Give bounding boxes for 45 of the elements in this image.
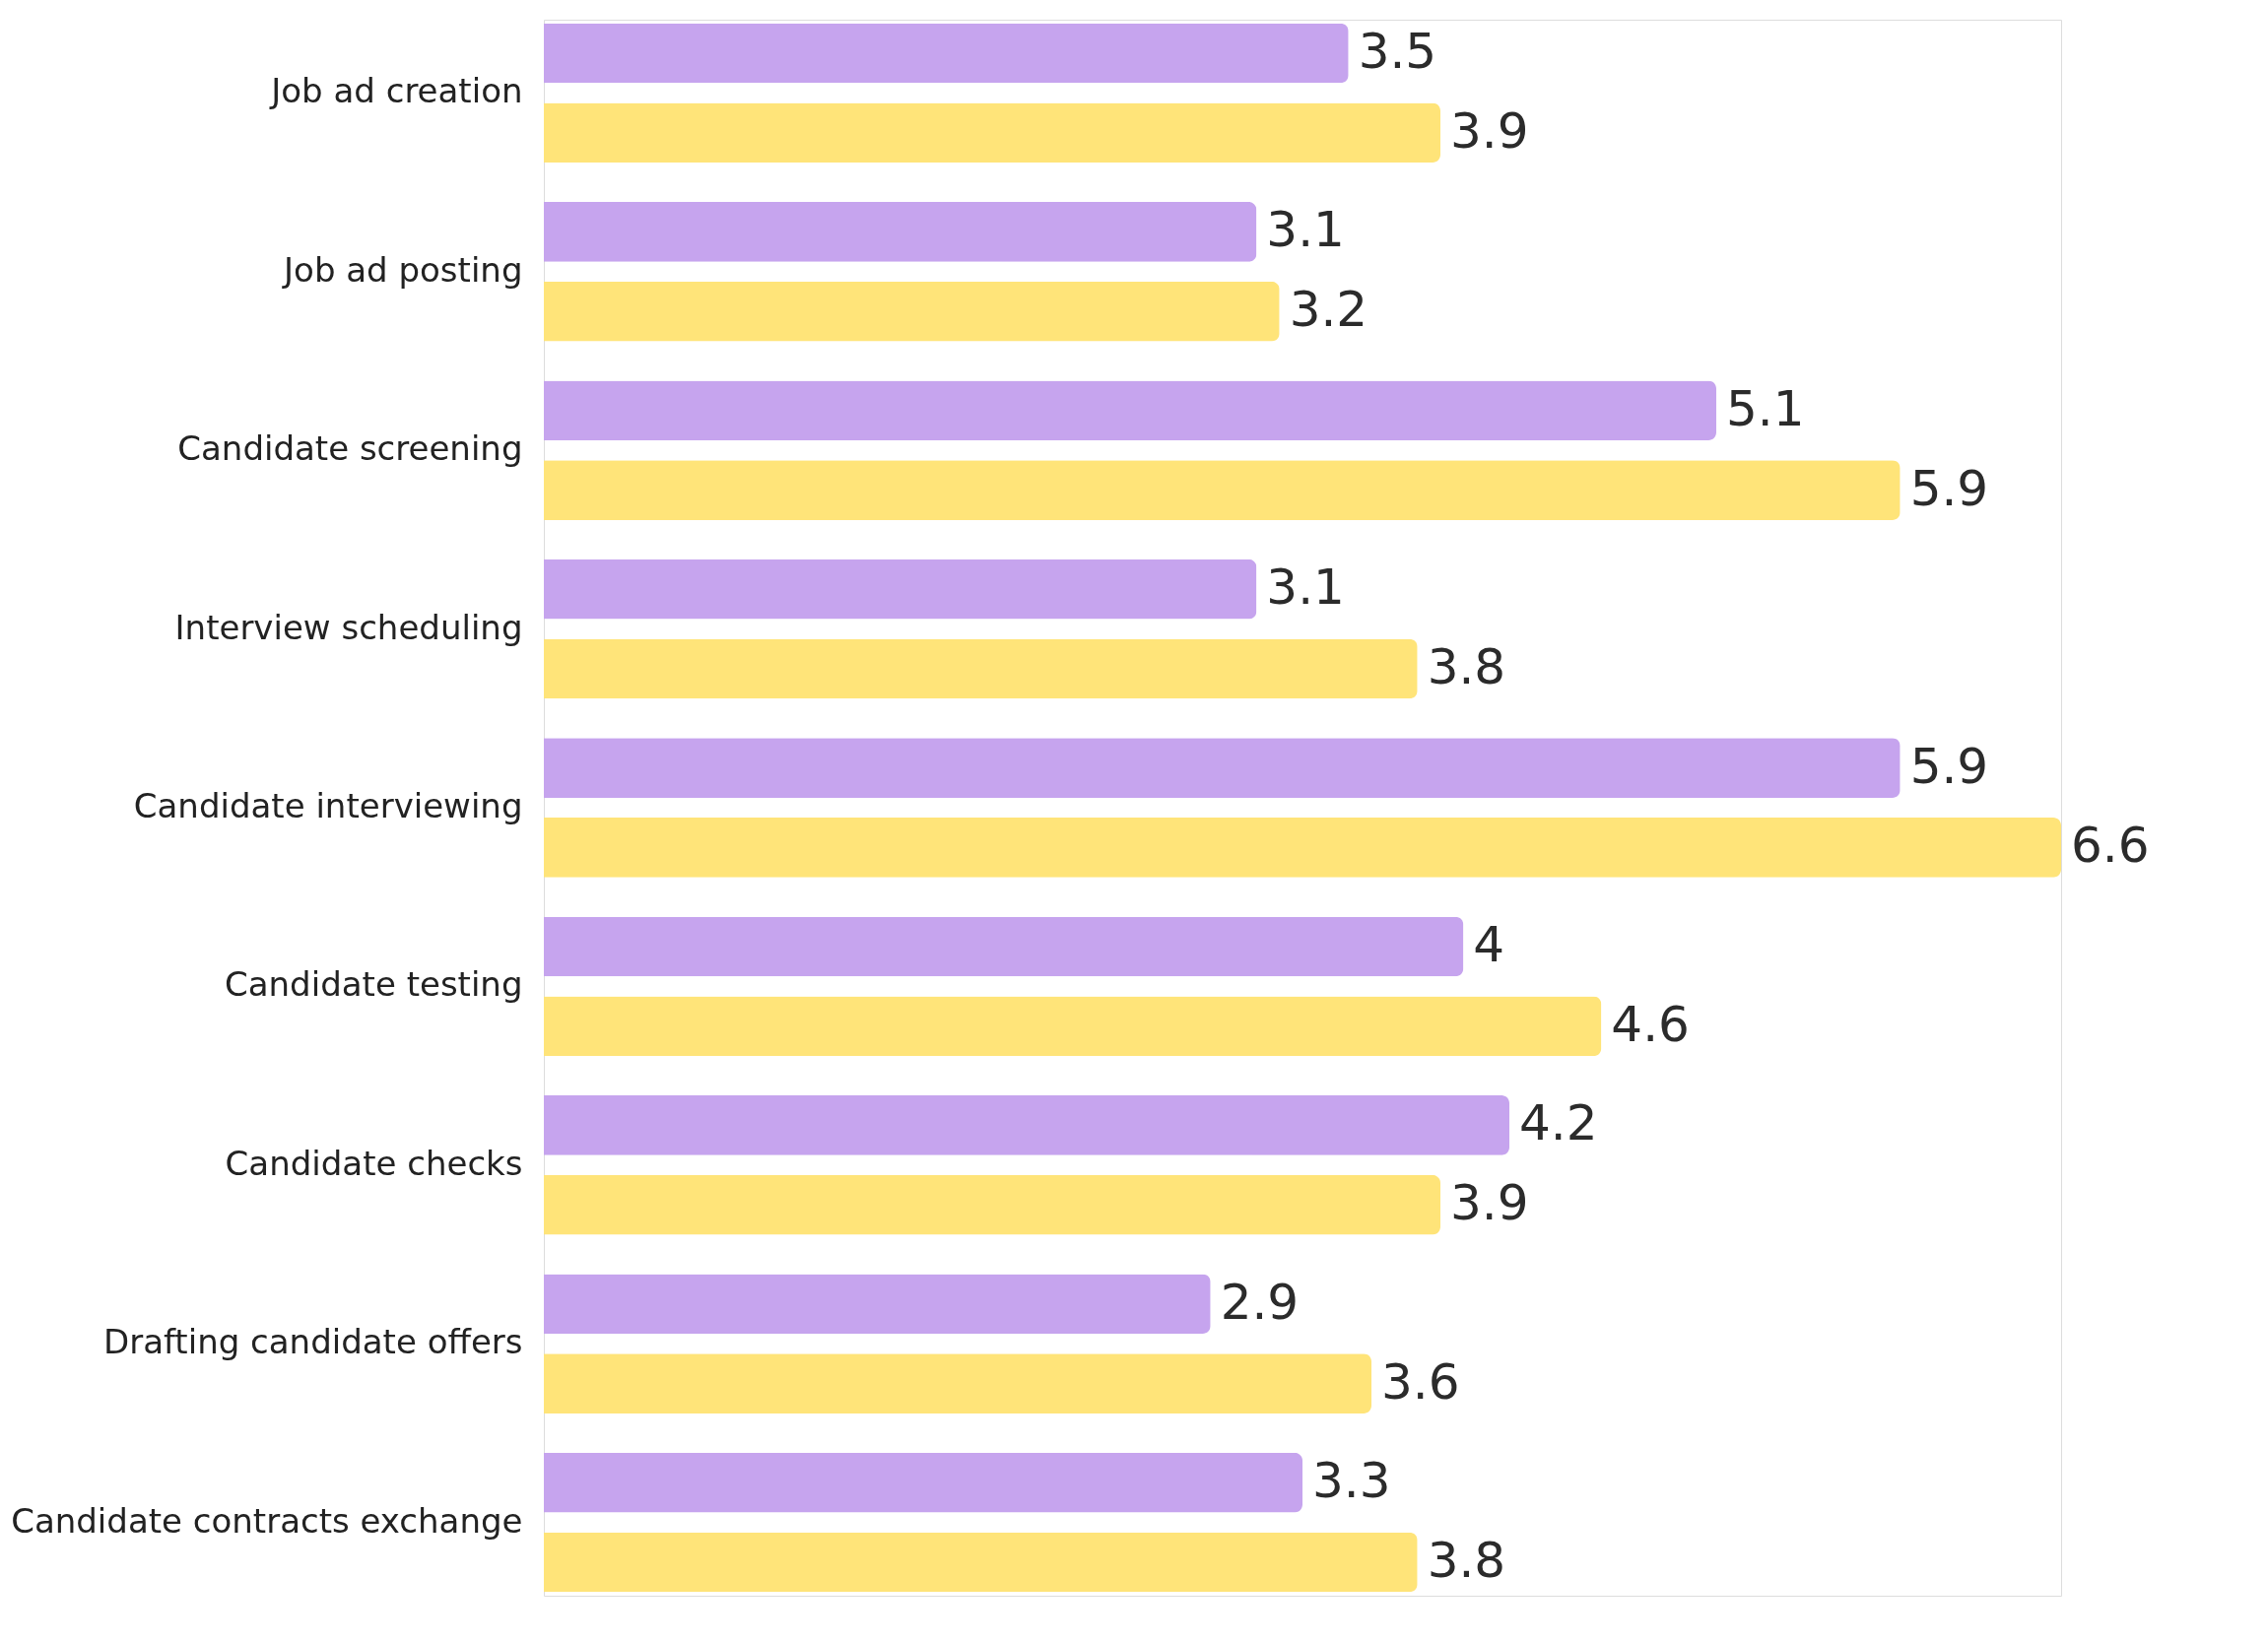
bar [544, 916, 1464, 977]
bar [544, 638, 1418, 699]
data-label: 3.5 [1358, 22, 1437, 80]
bar [544, 1174, 1440, 1235]
y-tick-label: Candidate testing [225, 964, 523, 1005]
data-label: 3.6 [1381, 1352, 1460, 1411]
y-tick-label: Candidate screening [177, 428, 523, 469]
bar [544, 102, 1440, 164]
bar [544, 1353, 1371, 1413]
y-tick-label: Candidate checks [225, 1143, 523, 1183]
y-tick-label: Candidate interviewing [133, 786, 523, 825]
data-label: 3.8 [1427, 1532, 1506, 1590]
data-label: 3.9 [1450, 101, 1529, 160]
data-label: 3.9 [1450, 1174, 1529, 1232]
y-tick-label: Candidate contracts exchange [11, 1500, 523, 1541]
y-tick-label: Drafting candidate offers [103, 1322, 523, 1362]
data-label: 3.1 [1266, 201, 1345, 259]
data-label: 4.2 [1519, 1094, 1598, 1152]
bar [544, 460, 1901, 520]
data-label: 5.9 [1909, 737, 1989, 795]
data-label: 4 [1473, 915, 1505, 973]
bar [544, 1532, 1418, 1593]
data-label: 3.3 [1312, 1452, 1391, 1510]
y-tick-label: Job ad posting [282, 249, 523, 290]
data-label: 4.6 [1611, 995, 1690, 1053]
bar [544, 281, 1280, 342]
bar [544, 738, 1901, 798]
data-label: 2.9 [1220, 1273, 1300, 1331]
data-label: 6.6 [2071, 817, 2150, 875]
bar [544, 1095, 1509, 1155]
bar [544, 1274, 1211, 1335]
bar [544, 23, 1349, 84]
data-label: 3.2 [1289, 281, 1368, 339]
data-label: 3.1 [1266, 559, 1345, 617]
bar [544, 202, 1257, 262]
bar [544, 818, 2061, 878]
y-tick-label: Interview scheduling [174, 607, 523, 647]
bar [544, 996, 1602, 1057]
data-label: 5.1 [1726, 379, 1805, 437]
bar [544, 380, 1716, 441]
data-label: 5.9 [1909, 459, 1989, 517]
data-label: 3.8 [1427, 638, 1506, 696]
bar [544, 1452, 1302, 1513]
y-tick-label: Job ad creation [269, 71, 523, 111]
bar [544, 559, 1257, 620]
